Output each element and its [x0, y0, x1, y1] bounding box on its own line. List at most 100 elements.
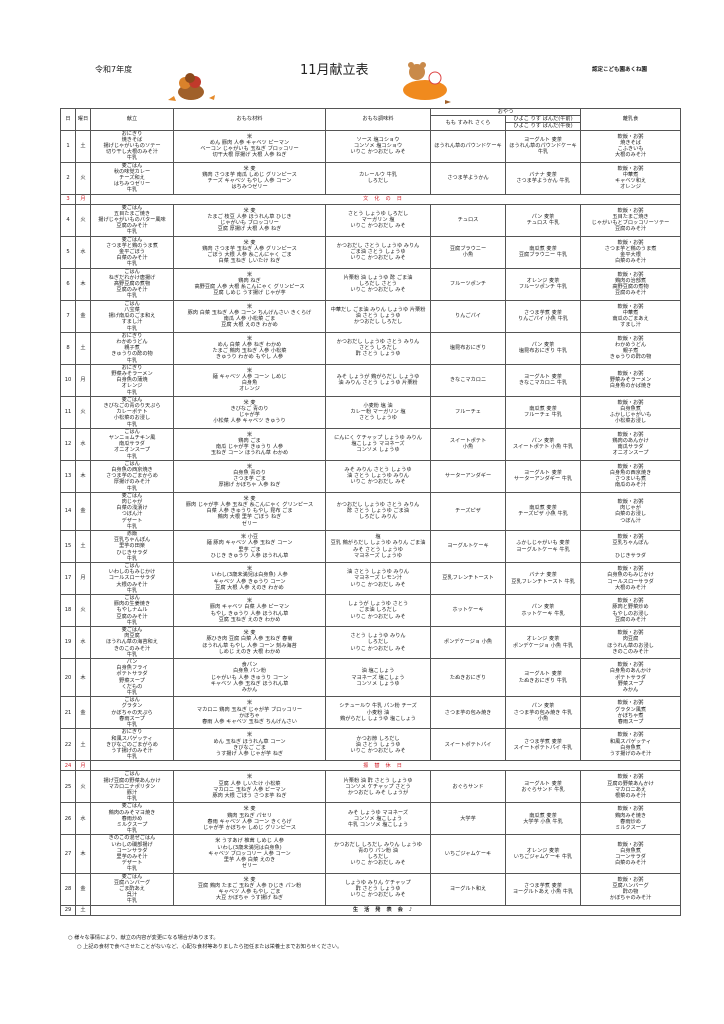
menu-cell: ごはん 揚げ豆腐の野菜あんかけ マカロニナポリタン 豚汁 牛乳	[90, 770, 174, 804]
cell-line: 米	[246, 598, 253, 605]
cell-line: かぼちゃ煮	[617, 712, 644, 719]
dow-cell: 月	[75, 363, 91, 397]
header-menu: 献立	[90, 108, 174, 131]
cell-line: 豚肉 じゃが芋 人参 玉ねぎ 糸こんにゃく グリンピース	[185, 502, 314, 509]
cell-line: 片栗粉 油 酢 さとう しょうゆ	[343, 777, 413, 784]
holiday-label: 生活発表会♪	[89, 904, 682, 916]
cell-line: 豆腐 人参 しいたけ 小松菜	[218, 780, 281, 787]
cell-line: 軟飯・お粥	[617, 841, 644, 848]
cell-line: 親子煮	[622, 348, 639, 355]
cell-line: 白身魚の西京焼き	[609, 470, 652, 477]
cell-line: 南瓜 人参 小松菜 ごま	[223, 316, 276, 323]
seasonings-cell: 片栗粉 油 酢 さとう しょうゆ コンソメ ケチャップ さとう かつおだし みそ し…	[325, 770, 431, 804]
menu-cell: おにぎり 野菜みそラーメン 白身魚の蒲焼 オレンジ 牛乳	[90, 363, 174, 397]
cell-line: ヨーグルトあえ 小魚 牛乳	[512, 889, 574, 896]
day-cell: 20	[60, 658, 76, 698]
cell-line: 軟飯・お粥	[617, 774, 644, 781]
snack-a-cell: スイートポテト 小魚	[430, 427, 506, 461]
cell-line: しょうが しょうゆ さとう	[347, 601, 409, 608]
cell-line: コールスローサラダ	[108, 575, 156, 582]
cell-line: 赤飯	[126, 531, 138, 537]
cell-line: 酢 さとう しょうゆ	[355, 351, 401, 358]
note: ○ 上記の食材で食べさせたことがないなど、心配な食材等ありましたら担任または栄養…	[77, 944, 343, 950]
cell-line: さつま芋煮 麦茶	[524, 882, 562, 889]
baby-food-cell: 軟飯・お粥 中華煮 南瓜のごまあえ すまし汁	[580, 299, 682, 333]
menu-table-body: 1 土おにぎり 焼きそば 揚げじゃがいものソテー 切り干し大根のみそ汁 牛乳米めん 豚肉 …	[60, 129, 682, 916]
cell-line: 米	[246, 700, 253, 707]
day-row: 25 火ごはん 揚げ豆腐の野菜あんかけ マカロニナポリタン 豚汁 牛乳米豆腐 人参 しいた…	[60, 770, 682, 804]
cell-line: マーガリン 塩	[361, 217, 395, 224]
seasonings-cell: しょうが しょうゆ さとう ごま油 しろだし いりこ かつおだし みそ	[325, 594, 431, 628]
cell-line: 豆腐のみそ汁	[614, 616, 647, 623]
ingredients-cell: 米 麦たまご 枝豆 人参 ほうれん草 ひじき じゃがいも ブロッコリー 豆腐 厚揚げ…	[173, 203, 326, 237]
cell-line: 春雨炒め	[121, 815, 143, 822]
cell-line: いりこ かつおだし みそ	[350, 860, 406, 867]
ingredients-cell: 米豆腐 人参 しいたけ 小松菜 マカロニ 玉ねぎ 人参 ピーマン 豚肉 大根 ごぼう…	[173, 770, 326, 804]
day-cell: 4	[60, 203, 76, 237]
dow-cell: 金	[75, 872, 91, 906]
dow-cell: 金	[75, 299, 91, 333]
cell-line: 軟飯・お粥	[617, 700, 644, 707]
snack-b-cell: ふかしじゃがいも 麦茶 ヨーグルトケーキ 牛乳	[504, 529, 582, 564]
cell-line: コンソメ 塩コショウ	[353, 143, 403, 150]
baby-food-cell: 軟飯・お粥 豆腐の野菜あんかけ マカロニあえ 根菜のみそ汁	[580, 770, 682, 804]
ingredients-cell: 米 麦きびなご 青のり じゃが芋 小松菜 人参 キャベツ きゅうり	[173, 395, 326, 429]
cell-line: かぼちゃの天ぷら	[111, 709, 153, 716]
cell-line: きゅうり わかめ もやし 人参	[215, 354, 284, 361]
cell-line: きびなご 青のり	[230, 406, 269, 413]
cell-line: 白身魚の蒲焼	[116, 377, 148, 384]
seasonings-cell: みそ しょうが 鶏がらだし しょうゆ油 みりん さとう しょうゆ 片栗粉	[325, 363, 431, 397]
snack-a-cell: フルーツポンチ	[430, 267, 506, 301]
snack-a-cell: ポンデケージョ 小魚	[430, 626, 506, 660]
snack-b-cell: ヨーグルト 麦茶 サーターアンダギー 牛乳	[504, 459, 582, 493]
cell-line: 軟飯・お粥	[617, 431, 644, 438]
ingredients-cell: 米 うすあげ 椎茸 しめじ 人参 いわし(3歳未満児は白身魚) キャベツ ブロッコリ…	[173, 834, 326, 874]
baby-food-cell: 軟飯・お粥 焼きそば こふきいも 大根のみそ汁	[580, 129, 682, 163]
day-row: 2 火麦ごはん 秋の味覚カレー チーズ和え はちみつゼリー 牛乳米 麦鶏肉 さつま芋 南瓜…	[60, 161, 682, 195]
snack-a-cell: りんごパイ	[430, 299, 506, 333]
cell-line: カレーポテト	[116, 409, 148, 416]
cell-line: マヨネーズ しょうゆ	[353, 552, 403, 559]
cell-line: 牛乳	[126, 796, 138, 803]
cell-line: 鶏肉 さつま芋 南瓜 しめじ グリンピース	[202, 171, 297, 178]
cell-line: たぬきおにぎり 牛乳	[518, 677, 568, 684]
cell-line: 米	[246, 774, 253, 781]
cell-line: 春雨 人参 キャベツ 玉ねぎ ちんげんさい	[202, 718, 297, 725]
cell-line: 牛乳	[126, 293, 138, 300]
cell-line: 軟飯・お粥	[617, 370, 644, 377]
cell-line: きのこのみそ汁	[612, 648, 649, 655]
snack-b-cell: パン 麦茶 さつま芋の包み焼き 牛乳 小魚	[504, 696, 582, 730]
cell-line: さつまいも煮	[614, 476, 647, 483]
cell-line: サーターアンダギー	[444, 473, 492, 480]
cell-line: キャベツ和え	[614, 178, 647, 185]
cell-line: りんごパイ 小魚 牛乳	[518, 316, 568, 323]
cell-line: 白身魚	[241, 380, 258, 387]
baby-food-cell: 軟飯・お粥 白身魚の西京焼き さつまいも煮 南瓜のみそ汁	[580, 459, 682, 493]
dow-cell: 火	[75, 594, 91, 628]
cell-line: 米 麦	[243, 806, 256, 813]
cell-line: ソース 塩コショウ	[356, 136, 400, 143]
cell-line: おにぎり	[121, 364, 143, 371]
cell-line: 軟飯・お粥	[617, 806, 644, 813]
menu-cell: ごはん 豚肉の生姜焼き もやしナムル 豆腐のみそ汁 牛乳	[90, 594, 174, 628]
cell-line: ごま酢あえ	[119, 885, 145, 892]
menu-cell: 麦ごはん 五目たまご焼き 揚げじゃがいものバター風味 豆腐のみそ汁 牛乳	[90, 203, 174, 237]
cell-line: じゃがいもとブロッコリーソテー	[591, 220, 670, 227]
cell-line: 白身魚のかば焼き	[609, 383, 652, 390]
cell-line: 豚ひき肉 豆腐 白菜 人参 玉ねぎ 春菊	[206, 636, 293, 643]
cell-line: 米 小豆	[240, 534, 259, 541]
day-row: 13 木ごはん 白身魚の西京焼き さつま芋のごまからめ 厚揚げのみそ汁 牛乳米白身魚 青の…	[60, 459, 682, 493]
cell-line: 軟飯・お粥	[617, 630, 644, 637]
cell-line: 南瓜のみそ汁	[614, 482, 647, 489]
cell-line: マカロニナポリタン	[108, 783, 156, 790]
cell-line: 油 塩こしょう	[361, 668, 395, 675]
cell-line: 米 麦	[243, 165, 256, 172]
cell-line: 白身魚煮	[620, 406, 641, 413]
cell-line: フルーチェ 牛乳	[524, 412, 562, 419]
cell-line: 豆腐 厚揚げ 大根 人参 ねぎ	[217, 226, 282, 233]
ingredients-cell: 米白身魚 青のり さつま芋 ごま 厚揚げ かぼちゃ 人参 ねぎ	[173, 459, 326, 493]
cell-line: たまご 枝豆 人参 ほうれん草 ひじき	[207, 213, 292, 220]
holiday-row: 3 月文化の日	[60, 193, 682, 205]
cell-line: 豆腐ブラウニー	[449, 245, 487, 252]
cell-line: 塩昆布おにぎり	[449, 345, 487, 352]
